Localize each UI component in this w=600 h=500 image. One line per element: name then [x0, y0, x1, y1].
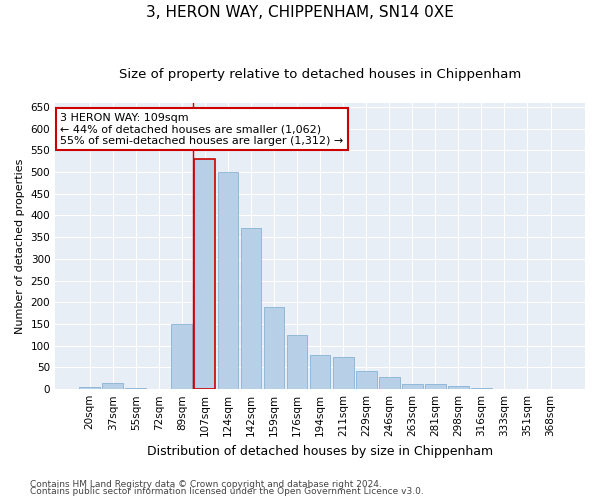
Text: 3, HERON WAY, CHIPPENHAM, SN14 0XE: 3, HERON WAY, CHIPPENHAM, SN14 0XE: [146, 5, 454, 20]
Bar: [356, 371, 377, 389]
Title: Size of property relative to detached houses in Chippenham: Size of property relative to detached ho…: [119, 68, 521, 80]
Bar: [310, 356, 331, 389]
Bar: [241, 228, 262, 389]
X-axis label: Distribution of detached houses by size in Chippenham: Distribution of detached houses by size …: [147, 444, 493, 458]
Bar: [402, 384, 422, 389]
Bar: [448, 386, 469, 389]
Y-axis label: Number of detached properties: Number of detached properties: [15, 158, 25, 334]
Bar: [333, 356, 353, 389]
Text: 3 HERON WAY: 109sqm
← 44% of detached houses are smaller (1,062)
55% of semi-det: 3 HERON WAY: 109sqm ← 44% of detached ho…: [61, 112, 344, 146]
Bar: [172, 324, 192, 389]
Bar: [287, 335, 307, 389]
Bar: [263, 306, 284, 389]
Bar: [425, 384, 446, 389]
Bar: [218, 172, 238, 389]
Text: Contains public sector information licensed under the Open Government Licence v3: Contains public sector information licen…: [30, 488, 424, 496]
Bar: [379, 377, 400, 389]
Bar: [194, 159, 215, 389]
Bar: [102, 382, 123, 389]
Bar: [125, 388, 146, 389]
Bar: [471, 388, 492, 389]
Text: Contains HM Land Registry data © Crown copyright and database right 2024.: Contains HM Land Registry data © Crown c…: [30, 480, 382, 489]
Bar: [79, 387, 100, 389]
